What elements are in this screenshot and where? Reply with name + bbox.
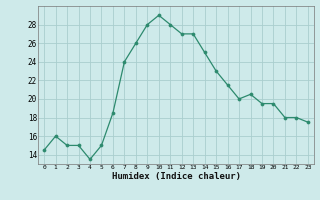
X-axis label: Humidex (Indice chaleur): Humidex (Indice chaleur) — [111, 172, 241, 181]
